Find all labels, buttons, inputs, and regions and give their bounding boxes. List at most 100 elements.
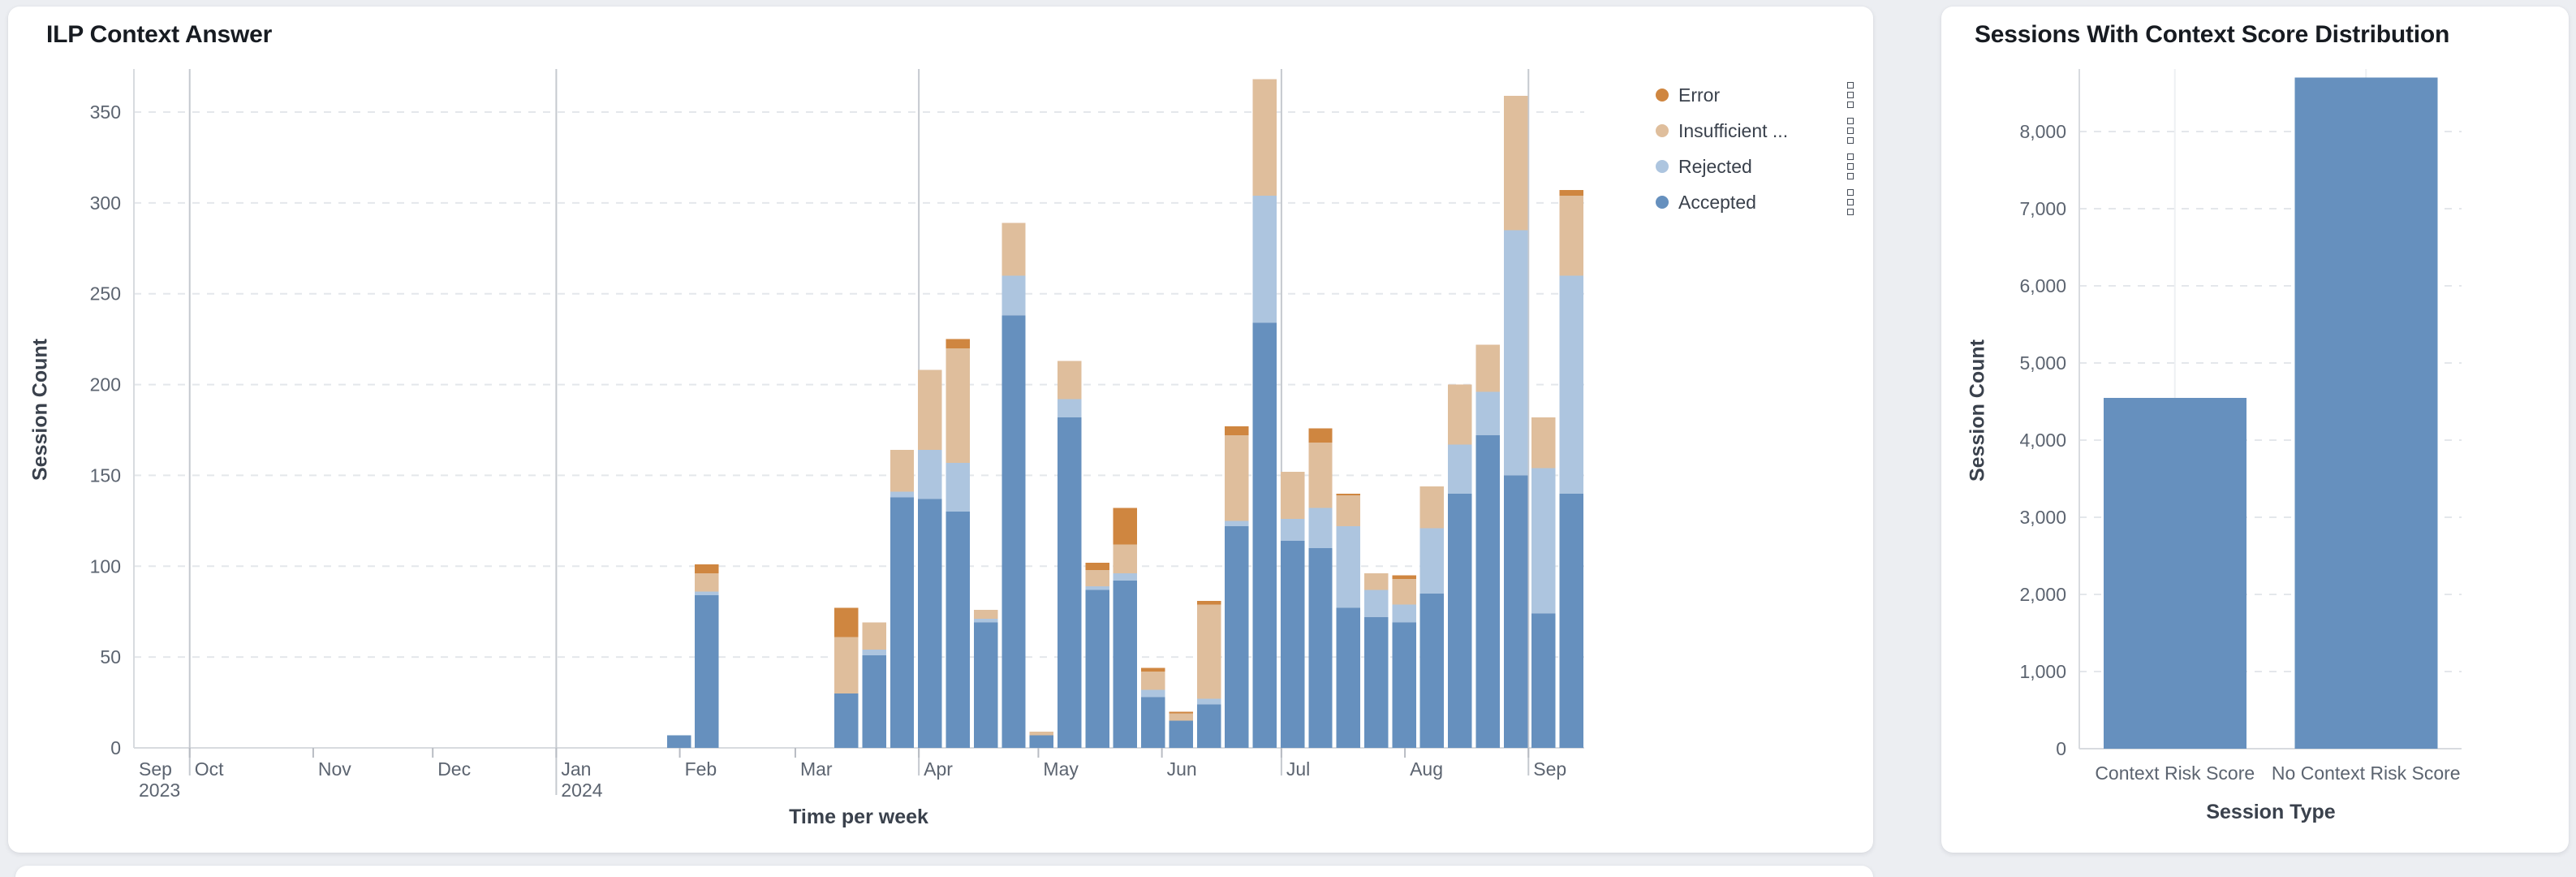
bar-segment-accepted[interactable] <box>1141 697 1165 748</box>
bar-segment-accepted[interactable] <box>834 693 859 748</box>
bar-segment-insufficient[interactable] <box>918 369 942 451</box>
bar-segment-accepted[interactable] <box>1169 720 1193 748</box>
bar-segment-accepted[interactable] <box>1002 315 1026 748</box>
bar-segment-insufficient[interactable] <box>1085 569 1109 586</box>
bar-segment-insufficient[interactable] <box>862 622 886 650</box>
bar-segment-error[interactable] <box>834 607 859 637</box>
stacked-bar-week-27[interactable] <box>890 450 915 748</box>
bar-segment-error[interactable] <box>1169 711 1193 714</box>
stacked-bar-week-19[interactable] <box>666 735 691 748</box>
bar-segment-error[interactable] <box>1141 667 1165 672</box>
stacked-bar-week-33[interactable] <box>1057 361 1082 748</box>
bar-segment-insufficient[interactable] <box>1559 195 1584 276</box>
bar-segment-accepted[interactable] <box>1280 540 1305 748</box>
bar-segment-insufficient[interactable] <box>1029 731 1054 736</box>
bar-segment-accepted[interactable] <box>1448 493 1472 748</box>
bar-segment-rejected[interactable] <box>1085 585 1109 590</box>
bar-segment-error[interactable] <box>1392 575 1416 579</box>
bar-segment-accepted[interactable] <box>862 655 886 748</box>
bar-segment-rejected[interactable] <box>973 619 998 623</box>
bar-segment-insufficient[interactable] <box>946 348 970 463</box>
bar-segment-insufficient[interactable] <box>1196 604 1221 699</box>
legend-menu-kebab-icon[interactable] <box>1846 116 1855 145</box>
stacked-bar-week-32[interactable] <box>1029 731 1054 748</box>
bar-segment-error[interactable] <box>695 564 719 574</box>
bar-segment-error[interactable] <box>946 339 970 348</box>
bar-segment-insufficient[interactable] <box>1336 495 1361 527</box>
bar-segment-insufficient[interactable] <box>890 450 915 492</box>
bar-segment-accepted[interactable] <box>1252 322 1277 749</box>
stacked-bar-week-46[interactable] <box>1419 486 1445 748</box>
bar-segment-error[interactable] <box>1196 600 1221 605</box>
stacked-bar-week-50[interactable] <box>1531 417 1556 748</box>
bar-segment-insufficient[interactable] <box>1392 578 1416 605</box>
bar-segment-accepted[interactable] <box>1364 616 1389 748</box>
bar-segment-insufficient[interactable] <box>1169 713 1193 721</box>
bar-segment-insufficient[interactable] <box>1252 79 1277 196</box>
stacked-bar-week-31[interactable] <box>1002 222 1026 748</box>
bar-segment-accepted[interactable] <box>1308 547 1333 748</box>
stacked-bar-week-47[interactable] <box>1448 384 1472 748</box>
stacked-bar-week-35[interactable] <box>1113 508 1138 748</box>
bar-segment-accepted[interactable] <box>1225 526 1249 748</box>
bar-segment-insufficient[interactable] <box>834 637 859 693</box>
bar-segment-rejected[interactable] <box>862 650 886 655</box>
legend-item-insufficient[interactable]: Insufficient ... <box>1656 113 1855 149</box>
stacked-bar-week-43[interactable] <box>1336 493 1361 748</box>
bar-segment-rejected[interactable] <box>1336 526 1361 608</box>
bar-segment-accepted[interactable] <box>946 512 970 748</box>
bar-segment-accepted[interactable] <box>1113 581 1138 748</box>
bar-segment-accepted[interactable] <box>1503 475 1528 748</box>
bar-segment-insufficient[interactable] <box>1419 486 1445 529</box>
bar-segment-error[interactable] <box>1085 562 1109 570</box>
bar-segment-accepted[interactable] <box>695 595 719 748</box>
bar-segment-error[interactable] <box>1113 508 1138 545</box>
bar-segment-accepted[interactable] <box>1196 704 1221 748</box>
stacked-bar-week-36[interactable] <box>1141 667 1165 748</box>
bar-segment-rejected[interactable] <box>1280 519 1305 541</box>
bar-segment-insufficient[interactable] <box>1113 544 1138 574</box>
stacked-bar-week-42[interactable] <box>1308 428 1333 748</box>
stacked-bar-week-44[interactable] <box>1364 573 1389 748</box>
bar-segment-accepted[interactable] <box>666 735 691 748</box>
bar-segment-rejected[interactable] <box>1392 604 1416 623</box>
bar-segment-rejected[interactable] <box>1419 528 1445 594</box>
stacked-bar-week-51[interactable] <box>1559 190 1584 748</box>
bar-segment-error[interactable] <box>1336 493 1361 496</box>
legend-menu-kebab-icon[interactable] <box>1846 188 1855 217</box>
bar-segment-insufficient[interactable] <box>1225 435 1249 521</box>
bar-segment-rejected[interactable] <box>918 450 942 499</box>
bar-segment-rejected[interactable] <box>946 462 970 512</box>
bar-segment-insufficient[interactable] <box>973 609 998 620</box>
bar-segment-rejected[interactable] <box>1503 230 1528 476</box>
legend-item-error[interactable]: Error <box>1656 77 1855 113</box>
legend-menu-kebab-icon[interactable] <box>1846 152 1855 181</box>
distribution-bar-1[interactable] <box>2103 397 2246 749</box>
bar-segment-accepted[interactable] <box>1085 590 1109 748</box>
bar-segment-insufficient[interactable] <box>1475 344 1500 392</box>
bar-segment-rejected[interactable] <box>1475 391 1500 436</box>
bar-segment-rejected[interactable] <box>1531 468 1556 614</box>
bar-segment-accepted[interactable] <box>1392 622 1416 748</box>
stacked-bar-week-38[interactable] <box>1196 600 1221 748</box>
bar-segment-accepted[interactable] <box>918 499 942 748</box>
bar-segment-insufficient[interactable] <box>1364 573 1389 590</box>
stacked-bar-week-37[interactable] <box>1169 711 1193 748</box>
distribution-bar-2[interactable] <box>2294 77 2438 750</box>
legend-item-rejected[interactable]: Rejected <box>1656 149 1855 184</box>
stacked-bar-week-39[interactable] <box>1225 426 1249 748</box>
stacked-bar-week-28[interactable] <box>918 369 942 748</box>
bar-segment-error[interactable] <box>1559 190 1584 196</box>
bar-segment-insufficient[interactable] <box>1531 417 1556 469</box>
bar-segment-rejected[interactable] <box>1364 590 1389 617</box>
stacked-bar-week-40[interactable] <box>1252 79 1277 749</box>
stacked-bar-week-41[interactable] <box>1280 471 1305 748</box>
bar-segment-insufficient[interactable] <box>1141 672 1165 690</box>
stacked-bar-week-25[interactable] <box>834 607 859 748</box>
bar-segment-accepted[interactable] <box>1336 607 1361 748</box>
bar-segment-accepted[interactable] <box>1419 593 1445 748</box>
bar-segment-insufficient[interactable] <box>1280 471 1305 520</box>
bar-segment-insufficient[interactable] <box>1448 384 1472 445</box>
bar-segment-rejected[interactable] <box>1559 275 1584 494</box>
stacked-bar-week-45[interactable] <box>1392 575 1416 748</box>
